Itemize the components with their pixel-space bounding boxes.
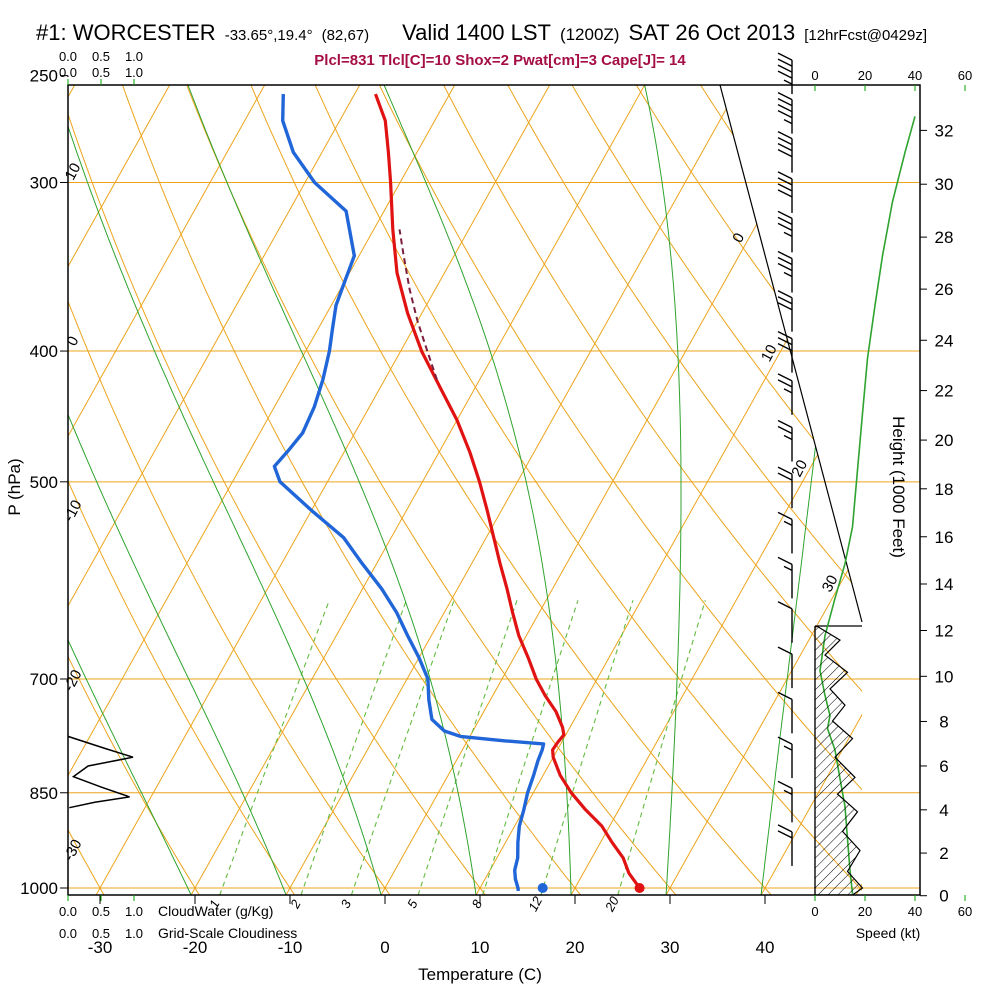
svg-text:0.0: 0.0	[59, 926, 77, 941]
station-name: #1: WORCESTER	[36, 20, 216, 45]
svg-text:22: 22	[935, 382, 954, 401]
svg-text:-10: -10	[60, 497, 85, 524]
svg-text:40: 40	[908, 904, 922, 919]
svg-text:-30: -30	[88, 938, 113, 957]
svg-text:Speed (kt): Speed (kt)	[856, 925, 921, 941]
svg-text:10: 10	[471, 938, 490, 957]
svg-text:6: 6	[939, 757, 948, 776]
svg-text:30: 30	[661, 938, 680, 957]
sounding-parameters: Plcl=831 Tlcl[C]=10 Shox=2 Pwat[cm]=3 Ca…	[314, 52, 686, 69]
svg-text:0.0: 0.0	[59, 65, 77, 80]
forecast-tag: [12hrFcst@0429z]	[804, 27, 927, 44]
svg-text:60: 60	[958, 68, 972, 83]
svg-text:CloudWater (g/Kg): CloudWater (g/Kg)	[158, 903, 273, 919]
svg-text:20: 20	[858, 904, 872, 919]
station-coords: -33.65°,19.4°	[224, 27, 313, 44]
parcel-path	[398, 229, 438, 380]
svg-text:10: 10	[758, 342, 781, 365]
svg-text:2: 2	[287, 896, 304, 911]
mixing-ratio-lines	[219, 600, 706, 895]
svg-text:0.5: 0.5	[92, 65, 110, 80]
svg-text:850: 850	[30, 784, 58, 803]
svg-text:-20: -20	[60, 667, 85, 694]
svg-text:8: 8	[939, 712, 948, 731]
svg-text:32: 32	[935, 121, 954, 140]
svg-text:-20: -20	[183, 938, 208, 957]
svg-text:28: 28	[935, 228, 954, 247]
svg-text:250: 250	[30, 67, 58, 86]
surface-dewpoint-dot	[537, 883, 548, 893]
sounding-curves	[272, 93, 645, 893]
svg-text:20: 20	[858, 68, 872, 83]
svg-text:-10: -10	[278, 938, 303, 957]
svg-text:30: 30	[819, 572, 842, 595]
svg-text:24: 24	[935, 331, 954, 350]
svg-text:20: 20	[788, 457, 811, 480]
svg-text:0.5: 0.5	[92, 904, 110, 919]
svg-text:0: 0	[64, 334, 83, 349]
svg-text:12: 12	[935, 621, 954, 640]
svg-text:1.0: 1.0	[125, 926, 143, 941]
svg-text:10: 10	[935, 667, 954, 686]
low-level-wind-speed-area	[814, 625, 864, 895]
secondary-scales: 0.00.00.00.00.50.50.50.51.01.01.01.0Clou…	[59, 49, 972, 941]
svg-text:1.0: 1.0	[125, 904, 143, 919]
svg-text:400: 400	[30, 342, 58, 361]
svg-text:26: 26	[935, 280, 954, 299]
svg-text:0: 0	[729, 230, 748, 245]
svg-text:P (hPa): P (hPa)	[5, 458, 24, 515]
svg-text:0.0: 0.0	[59, 49, 77, 64]
svg-text:0: 0	[811, 904, 818, 919]
svg-text:Grid-Scale Cloudiness: Grid-Scale Cloudiness	[158, 925, 297, 941]
svg-text:0.5: 0.5	[92, 926, 110, 941]
valid-time-z: (1200Z)	[559, 25, 620, 44]
svg-text:20: 20	[935, 431, 954, 450]
svg-text:60: 60	[958, 904, 972, 919]
svg-text:2: 2	[939, 844, 948, 863]
svg-text:0: 0	[939, 887, 948, 906]
chart-title: #1: WORCESTER -33.65°,19.4° (82,67) Vali…	[36, 20, 992, 46]
svg-text:30: 30	[935, 175, 954, 194]
svg-text:1000: 1000	[20, 879, 58, 898]
svg-text:0: 0	[811, 68, 818, 83]
svg-text:14: 14	[935, 575, 954, 594]
surface-temperature-dot	[634, 883, 645, 893]
plot-border	[67, 84, 921, 896]
valid-time: Valid 1400 LST	[402, 20, 551, 45]
svg-text:4: 4	[939, 801, 948, 820]
svg-text:18: 18	[935, 480, 954, 499]
svg-text:300: 300	[30, 173, 58, 192]
svg-text:1.0: 1.0	[125, 49, 143, 64]
temperature-curve	[373, 93, 642, 892]
grid-point: (82,67)	[321, 27, 370, 44]
svg-text:1.0: 1.0	[125, 65, 143, 80]
svg-text:3: 3	[337, 896, 354, 910]
svg-text:40: 40	[908, 68, 922, 83]
svg-text:16: 16	[935, 528, 954, 547]
svg-text:20: 20	[601, 893, 622, 914]
cloudiness-profile	[68, 735, 134, 809]
svg-text:20: 20	[566, 938, 585, 957]
svg-text:-30: -30	[60, 837, 85, 864]
dewpoint-curve	[272, 94, 546, 892]
svg-text:12: 12	[525, 893, 545, 913]
svg-text:700: 700	[30, 670, 58, 689]
valid-date: SAT 26 Oct 2013	[628, 20, 796, 45]
svg-text:Height (1000 Feet): Height (1000 Feet)	[889, 416, 908, 558]
svg-text:0.5: 0.5	[92, 49, 110, 64]
svg-text:8: 8	[469, 896, 486, 910]
wind-barbs	[777, 52, 793, 866]
wind-speed-profile	[819, 116, 916, 894]
svg-text:0: 0	[380, 938, 389, 957]
svg-text:500: 500	[30, 473, 58, 492]
svg-text:Temperature (C): Temperature (C)	[418, 965, 542, 984]
svg-text:40: 40	[756, 938, 775, 957]
svg-text:5: 5	[404, 896, 421, 910]
svg-text:0.0: 0.0	[59, 904, 77, 919]
speed-plot	[814, 116, 916, 895]
